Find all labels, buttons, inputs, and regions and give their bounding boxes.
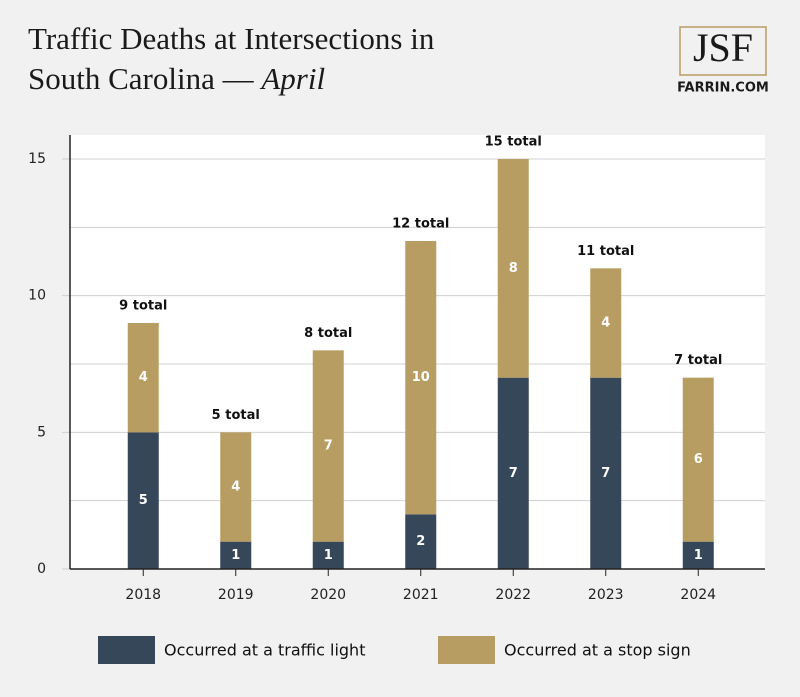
total-label: 7 total <box>674 353 722 368</box>
logo-frame <box>679 26 767 76</box>
bar-segment <box>312 350 344 542</box>
x-tick-label: 2022 <box>495 587 531 603</box>
data-label: 5 <box>139 493 148 508</box>
data-label: 7 <box>324 439 333 454</box>
chart-title: Traffic Deaths at Intersections in <box>28 21 435 56</box>
bar-segment <box>590 377 622 569</box>
y-tick-label: 15 <box>28 151 46 167</box>
x-tick-label: 2018 <box>125 587 161 603</box>
bar-segment <box>590 268 622 378</box>
x-tick-label: 2021 <box>403 587 439 603</box>
chart-title-italic: April <box>259 61 325 96</box>
data-label: 4 <box>601 316 610 331</box>
data-label: 2 <box>416 534 425 549</box>
data-label: 4 <box>231 480 240 495</box>
legend-swatch <box>98 636 155 664</box>
bar-segment <box>497 159 529 378</box>
bar-segment <box>312 541 344 569</box>
data-label: 1 <box>694 548 703 563</box>
data-label: 6 <box>694 452 703 467</box>
total-label: 11 total <box>577 244 634 259</box>
bar-segment <box>682 377 714 542</box>
legend-label: Occurred at a stop sign <box>504 641 691 660</box>
data-label: 8 <box>509 261 518 276</box>
bar-segment <box>405 241 437 515</box>
total-label: 5 total <box>212 408 260 423</box>
bar-segment <box>682 541 714 569</box>
y-tick-label: 10 <box>28 288 46 304</box>
total-label: 12 total <box>392 217 449 232</box>
data-label: 1 <box>231 548 240 563</box>
total-label: 8 total <box>304 326 352 341</box>
bar-segment <box>220 432 252 542</box>
data-label: 7 <box>601 466 610 481</box>
chart-title-line: South Carolina — <box>28 61 255 96</box>
legend-label: Occurred at a traffic light <box>164 641 365 660</box>
total-label: 15 total <box>485 135 542 150</box>
bar-segment <box>497 377 529 569</box>
x-tick-label: 2019 <box>218 587 254 603</box>
x-tick-label: 2023 <box>588 587 624 603</box>
y-tick-label: 0 <box>37 561 46 577</box>
logo-site: FARRIN.COM <box>677 81 769 96</box>
x-tick-label: 2020 <box>310 587 346 603</box>
data-label: 7 <box>509 466 518 481</box>
bar-segment <box>220 541 252 569</box>
bar-segment <box>405 514 437 569</box>
legend-swatch <box>438 636 495 664</box>
total-label: 9 total <box>119 299 167 314</box>
data-label: 4 <box>139 370 148 385</box>
x-tick-label: 2024 <box>680 587 716 603</box>
data-label: 1 <box>324 548 333 563</box>
bar-segment <box>127 323 159 433</box>
y-tick-label: 5 <box>37 424 46 440</box>
chart-title: South Carolina — April <box>28 61 325 96</box>
bar-segment <box>127 432 159 569</box>
logo-text: JSF <box>693 25 753 70</box>
data-label: 10 <box>412 370 430 385</box>
